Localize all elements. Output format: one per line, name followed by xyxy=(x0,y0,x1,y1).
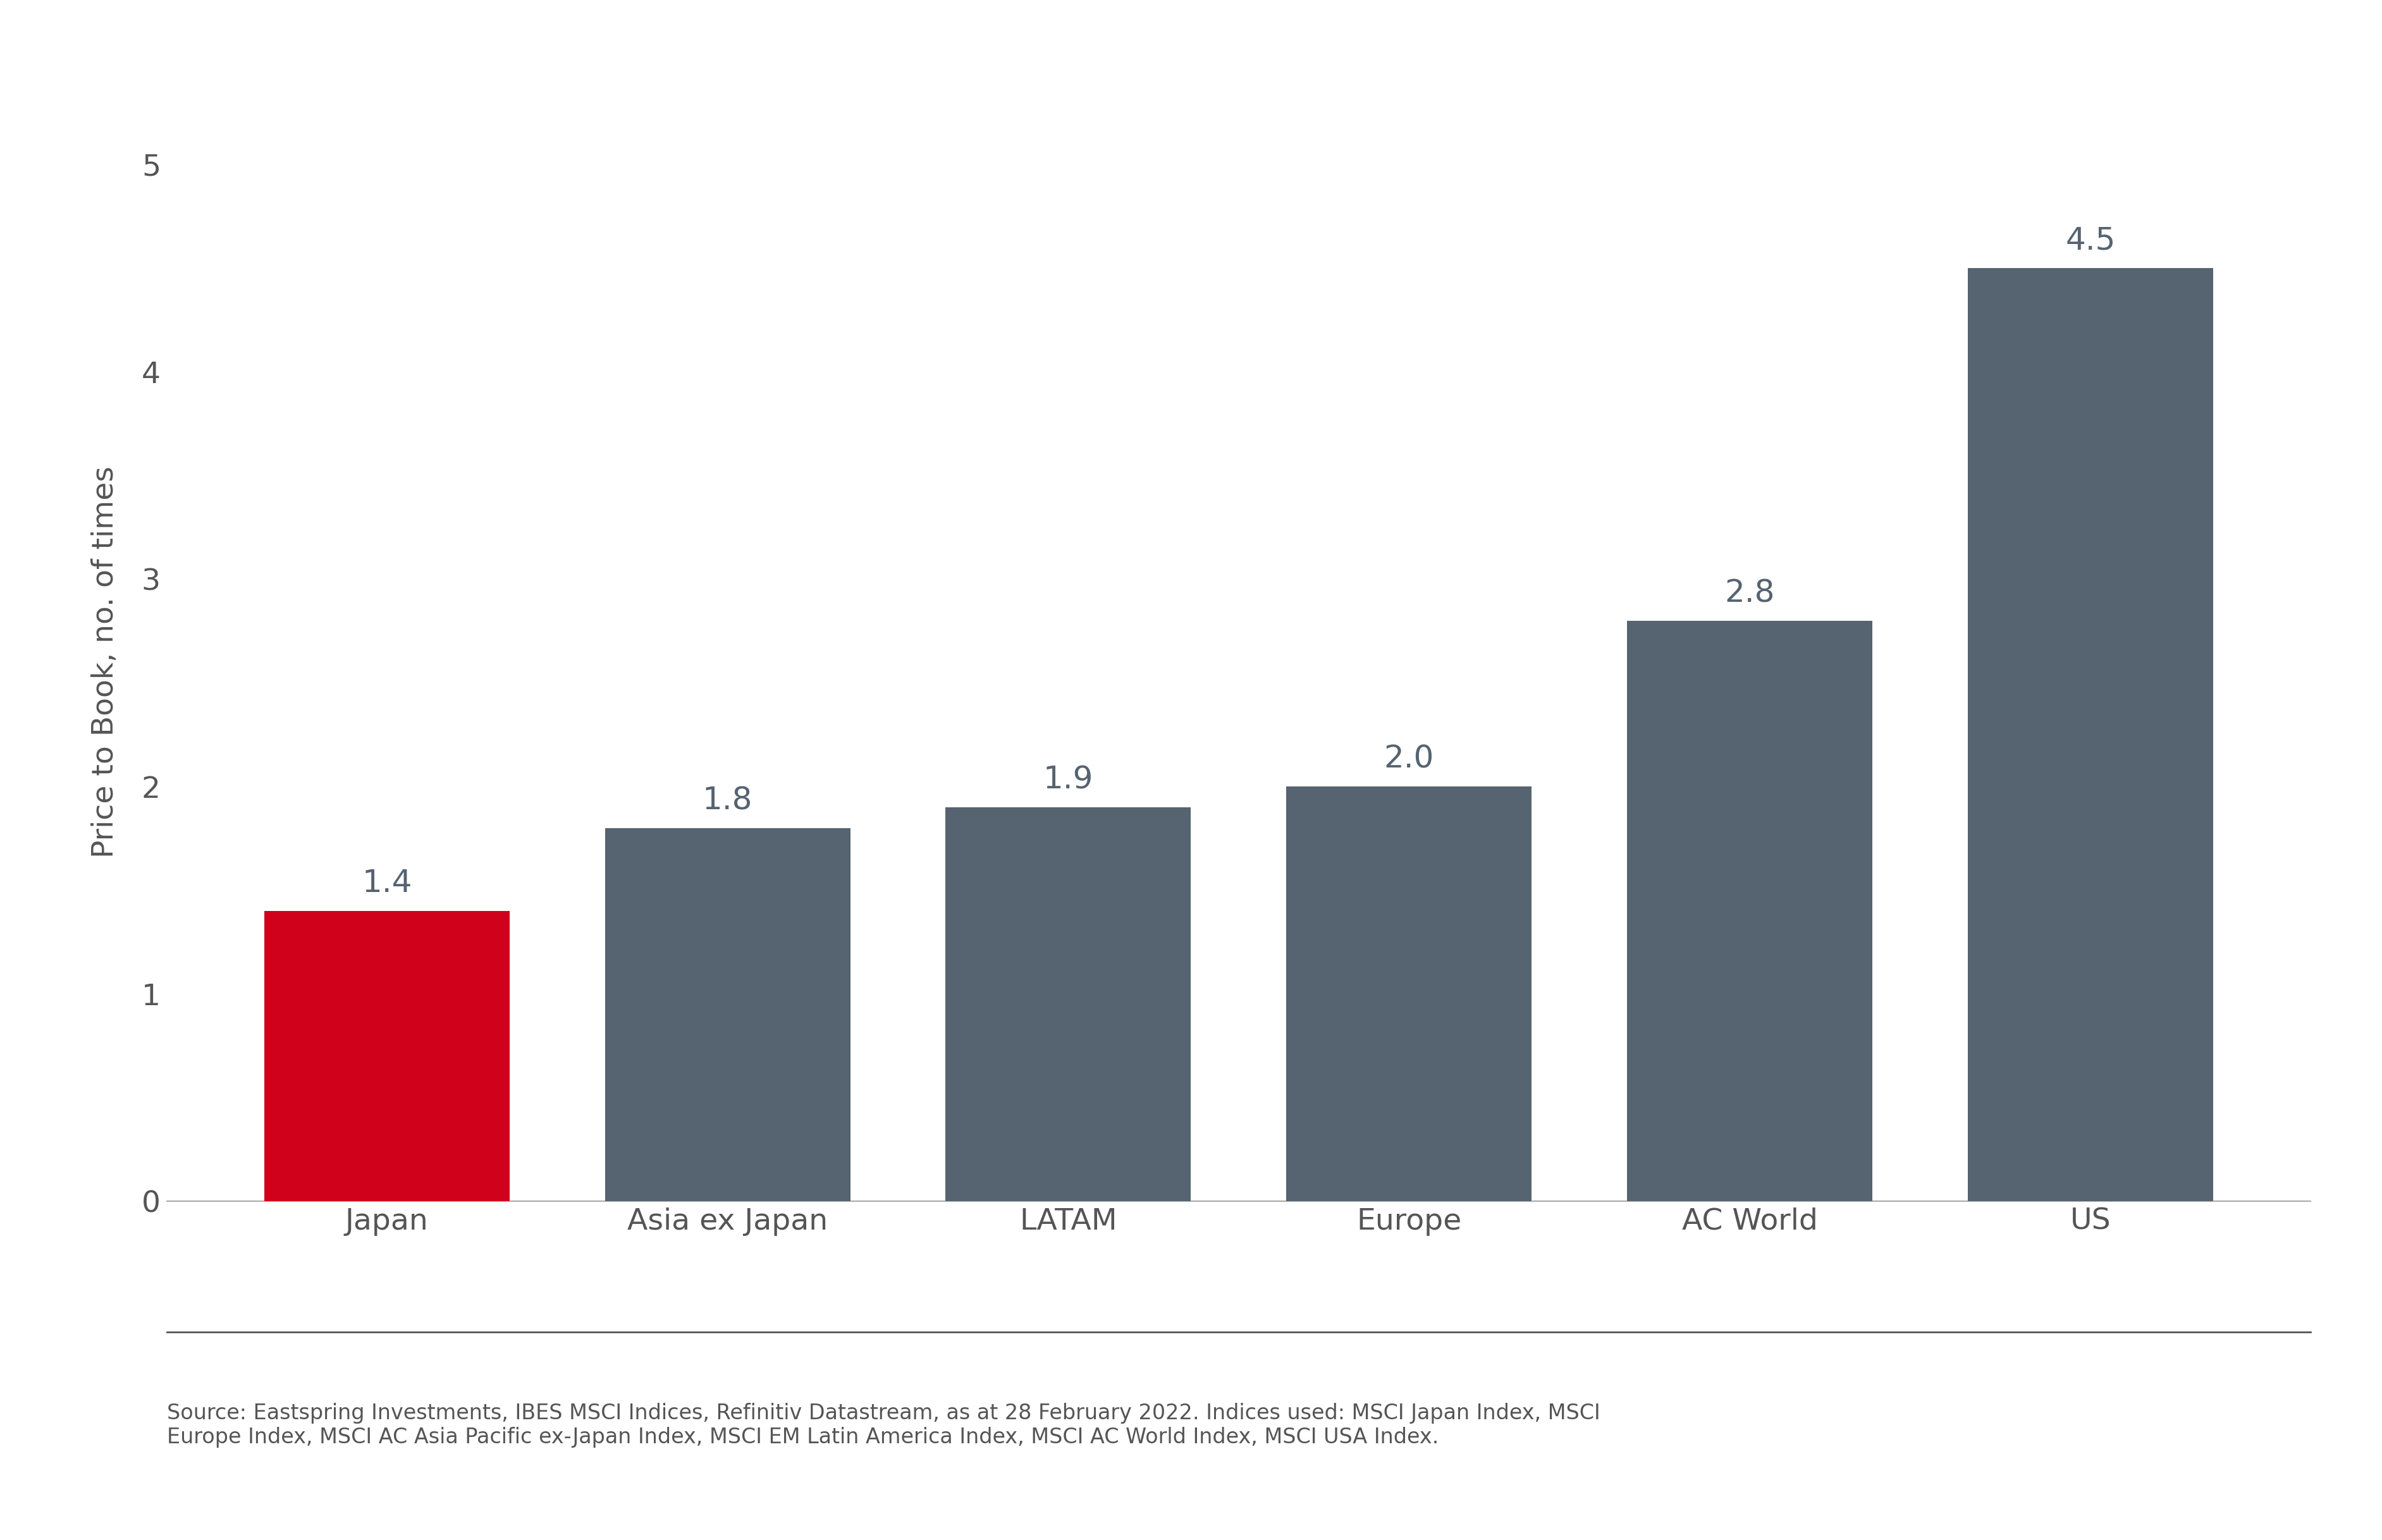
Text: 2.8: 2.8 xyxy=(1725,578,1775,608)
Text: 4.5: 4.5 xyxy=(2065,225,2115,256)
Bar xyxy=(264,912,510,1201)
Text: 1.9: 1.9 xyxy=(1043,764,1093,795)
Text: Source: Eastspring Investments, IBES MSCI Indices, Refinitiv Datastream, as at 2: Source: Eastspring Investments, IBES MSC… xyxy=(167,1403,1601,1448)
Bar xyxy=(1968,268,2213,1201)
Text: 1.8: 1.8 xyxy=(703,785,753,816)
Bar xyxy=(946,807,1191,1201)
Y-axis label: Price to Book, no. of times: Price to Book, no. of times xyxy=(91,467,119,858)
Bar xyxy=(1627,621,1872,1201)
Bar xyxy=(1286,787,1532,1201)
Text: 1.4: 1.4 xyxy=(362,869,412,898)
Bar xyxy=(605,829,850,1201)
Text: 2.0: 2.0 xyxy=(1384,744,1434,775)
